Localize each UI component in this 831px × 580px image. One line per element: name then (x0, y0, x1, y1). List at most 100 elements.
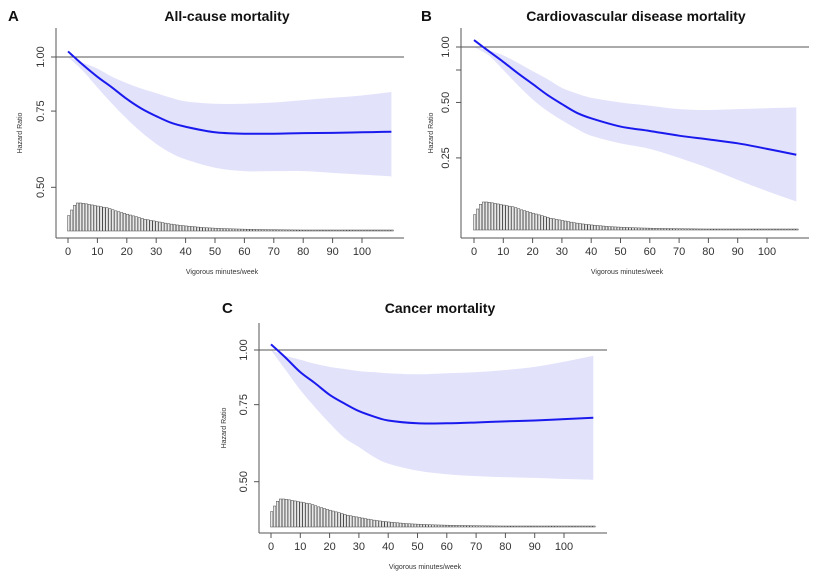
histogram-bar (355, 516, 359, 528)
histogram-bar (355, 229, 359, 232)
histogram-bar (558, 219, 562, 231)
histogram-bar (551, 525, 555, 528)
histogram-bar (572, 222, 576, 231)
histogram-bar (387, 521, 391, 528)
histogram-bar (264, 229, 268, 232)
histogram-bar (190, 226, 194, 232)
histogram-bar (140, 218, 144, 232)
x-tick-label: 50 (614, 246, 626, 258)
histogram-bar (211, 227, 215, 232)
x-tick-label: 20 (323, 541, 335, 553)
histogram-bar (751, 228, 755, 231)
histogram-bar (478, 525, 482, 528)
histogram-bar (748, 228, 752, 231)
histogram-bar (311, 229, 315, 232)
histogram-bar (572, 525, 575, 528)
histogram-bar (536, 525, 540, 528)
histogram-bar (343, 229, 347, 232)
histogram-bar (528, 525, 531, 528)
histogram-bar (372, 519, 376, 528)
histogram-bar (390, 521, 394, 528)
histogram-bar (789, 228, 793, 231)
histogram-bar (505, 205, 509, 231)
histogram-bar (361, 517, 364, 528)
histogram-bar (476, 208, 480, 231)
histogram-bar (625, 227, 629, 231)
histogram-bar (243, 228, 247, 232)
panel-letter: C (222, 300, 233, 317)
histogram-bar (149, 220, 153, 232)
histogram-bar (484, 525, 488, 528)
histogram-bar (293, 500, 297, 528)
histogram (270, 498, 596, 528)
histogram-bar (713, 228, 717, 231)
x-axis-label: Vigorous minutes/week (591, 269, 664, 276)
histogram-bar (105, 207, 109, 232)
histogram-bar (114, 210, 118, 232)
histogram-bar (584, 224, 588, 231)
histogram-bar (466, 525, 470, 528)
histogram-bar (795, 228, 799, 231)
histogram-bar (593, 224, 597, 231)
x-axis-label: Vigorous minutes/week (389, 564, 462, 571)
y-tick-label: 1.00 (238, 339, 250, 360)
histogram-bar (340, 229, 344, 232)
histogram-bar (678, 228, 682, 231)
histogram-bar (533, 525, 537, 528)
histogram-bar (580, 525, 584, 528)
histogram-bar (99, 206, 103, 232)
histogram-bar (472, 525, 476, 528)
histogram-bar (460, 525, 464, 528)
histogram-bar (484, 201, 488, 231)
histogram-bar (187, 225, 191, 232)
x-tick-label: 50 (411, 541, 423, 553)
histogram (473, 201, 799, 231)
histogram-bar (587, 224, 591, 231)
histogram-bar (358, 517, 362, 528)
histogram-bar (317, 506, 321, 528)
histogram-bar (349, 229, 353, 232)
histogram-bar (687, 228, 691, 231)
histogram-bar (255, 229, 259, 232)
histogram-bar (281, 498, 285, 528)
histogram-bar (146, 219, 150, 232)
histogram-bar (434, 524, 438, 528)
histogram-bar (537, 214, 541, 231)
histogram-bar (416, 523, 420, 528)
histogram-bar (170, 223, 174, 232)
histogram-bar (410, 523, 414, 528)
histogram-bar (487, 202, 491, 231)
histogram-bar (328, 509, 332, 528)
histogram-bar (270, 229, 274, 232)
histogram-bar (454, 525, 458, 528)
histogram-bar (367, 229, 371, 232)
histogram-bar (481, 525, 485, 528)
histogram-bar (725, 228, 729, 231)
histogram-bar (745, 228, 749, 231)
histogram-bar (234, 228, 238, 232)
histogram-bar (366, 518, 370, 528)
x-tick-label: 70 (470, 541, 482, 553)
histogram-bar (616, 226, 620, 231)
histogram-bar (772, 228, 776, 231)
histogram-bar (487, 525, 490, 528)
histogram-bar (299, 501, 303, 528)
histogram-bar (184, 225, 188, 232)
histogram-bar (258, 229, 262, 232)
histogram-bar (302, 502, 306, 528)
hazard-ratio-line (67, 50, 392, 135)
panel-letter: B (421, 8, 432, 25)
histogram-bar (428, 524, 432, 528)
histogram-bar (701, 228, 705, 231)
histogram-bar (507, 525, 511, 528)
histogram-bar (126, 213, 129, 232)
histogram-bar (657, 228, 661, 231)
histogram-bar (669, 228, 673, 231)
histogram-bar (181, 225, 185, 232)
histogram-bar (574, 525, 578, 528)
histogram-bar (516, 525, 520, 528)
histogram-bar (742, 228, 746, 231)
y-tick-label: 0.50 (440, 92, 452, 113)
histogram-bar (640, 227, 644, 231)
histogram-bar (196, 226, 200, 232)
